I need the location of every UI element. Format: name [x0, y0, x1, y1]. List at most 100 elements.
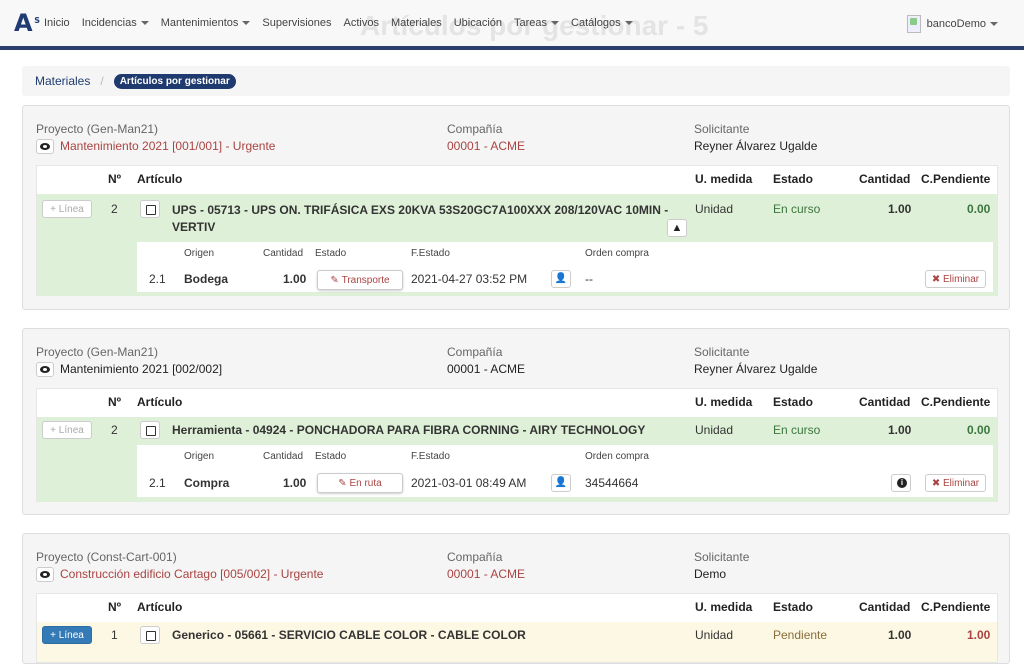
nav-label: Activos — [343, 17, 379, 29]
close-icon: ✖ — [931, 477, 944, 489]
article-line-2: VERTIV — [172, 220, 216, 234]
sub-state-date: 2021-04-27 03:52 PM — [411, 272, 528, 286]
nav-mantenimientos[interactable]: Mantenimientos — [161, 17, 251, 29]
edit-icon[interactable] — [140, 200, 160, 218]
page-title: Artículos por gestionar - 5 — [360, 10, 709, 41]
pending: 0.00 — [967, 423, 991, 437]
breadcrumb: Materiales / Artículos por gestionar — [22, 66, 1010, 96]
edit-small-icon: ✎ — [330, 274, 342, 286]
user-icon[interactable]: 👤 — [551, 474, 571, 492]
view-eye-icon[interactable] — [36, 361, 54, 377]
row-number: 1 — [111, 628, 118, 642]
col-header-um: U. medida — [695, 172, 753, 186]
col-header-no: Nº — [108, 395, 122, 409]
nav-label: Materiales — [390, 17, 442, 29]
user-icon[interactable]: 👤 — [551, 270, 571, 288]
project-label: Proyecto (Const-Cart-001) — [36, 550, 177, 564]
nav-tareas[interactable]: Tareas — [514, 17, 560, 29]
article-line-1: UPS - 05713 - UPS ON. TRIFÁSICA EXS 20KV… — [172, 203, 669, 217]
col-header-estado: Estado — [773, 600, 814, 614]
company-value: 00001 - ACME — [447, 362, 526, 376]
col-header-pendiente: C.Pendiente — [921, 600, 991, 614]
sub-row-number: 2.1 — [149, 476, 166, 490]
state-transporte-button[interactable]: ✎ Transporte — [317, 270, 403, 290]
status: Pendiente — [773, 628, 828, 642]
project-info: Proyecto (Gen-Man21) Mantenimiento 2021 … — [36, 122, 275, 155]
project-info: Proyecto (Const-Cart-001) Construcción e… — [36, 550, 323, 583]
project-panel-3: Proyecto (Const-Cart-001) Construcción e… — [22, 533, 1010, 664]
table-row: + Línea 1 Generico - 05661 - SERVICIO CA… — [37, 622, 997, 662]
requester-info: Solicitante Reyner Álvarez Ugalde — [694, 122, 817, 155]
delete-button[interactable]: ✖ Eliminar — [925, 270, 986, 288]
breadcrumb-link-materiales[interactable]: Materiales — [35, 74, 91, 88]
add-line-button[interactable]: + Línea — [42, 626, 92, 644]
col-header-no: Nº — [108, 172, 122, 186]
sub-header-cantidad: Cantidad — [263, 451, 304, 462]
col-header-cantidad: Cantidad — [859, 172, 911, 186]
edit-small-icon: ✎ — [338, 477, 350, 489]
status: En curso — [773, 423, 821, 437]
info-icon[interactable] — [891, 474, 911, 492]
sub-quantity: 1.00 — [283, 476, 307, 490]
nav-label: Incidencias — [81, 17, 137, 29]
quantity: 1.00 — [888, 202, 912, 216]
company-info: Compañía 00001 - ACME — [447, 345, 525, 378]
col-header-pendiente: C.Pendiente — [921, 395, 991, 409]
nav-activos[interactable]: Activos — [343, 17, 378, 29]
edit-icon[interactable] — [140, 626, 160, 644]
maintenance-link[interactable]: Construcción edificio Cartago [005/002] … — [60, 567, 324, 581]
warning-icon[interactable]: ▲ — [667, 219, 687, 237]
row-number: 2 — [111, 202, 118, 216]
company-value: 00001 - ACME — [447, 567, 526, 581]
company-label: Compañía — [447, 122, 503, 136]
sub-purchase-order: -- — [585, 272, 593, 286]
maintenance-link[interactable]: Mantenimiento 2021 [001/001] - Urgente — [60, 139, 276, 153]
maintenance-link[interactable]: Mantenimiento 2021 [002/002] — [60, 362, 223, 376]
status: En curso — [773, 202, 821, 216]
nav-inicio[interactable]: Inicio — [44, 17, 70, 29]
col-header-um: U. medida — [695, 600, 753, 614]
nav-materiales[interactable]: Materiales — [391, 17, 442, 29]
caret-down-icon — [242, 21, 251, 26]
col-header-cantidad: Cantidad — [859, 600, 911, 614]
user-menu[interactable]: bancoDemo — [906, 15, 998, 33]
nav-catalogos[interactable]: Catálogos — [571, 17, 633, 29]
row-number: 2 — [111, 423, 118, 437]
nav-ubicacion[interactable]: Ubicación — [454, 17, 502, 29]
items-table: Nº Artículo U. medida Estado Cantidad C.… — [36, 388, 998, 502]
company-value: 00001 - ACME — [447, 139, 526, 153]
col-header-articulo: Artículo — [137, 395, 183, 409]
items-table: Nº Artículo U. medida Estado Cantidad C.… — [36, 593, 998, 663]
col-header-estado: Estado — [773, 395, 814, 409]
article-name: Herramienta - 04924 - PONCHADORA PARA FI… — [172, 423, 646, 437]
nav-supervisiones[interactable]: Supervisiones — [262, 17, 331, 29]
project-label: Proyecto (Gen-Man21) — [36, 345, 159, 359]
project-panel-2: Proyecto (Gen-Man21) Mantenimiento 2021 … — [22, 328, 1010, 515]
requester-value: Reyner Álvarez Ugalde — [694, 362, 818, 376]
col-header-um: U. medida — [695, 395, 753, 409]
add-line-button[interactable]: + Línea — [42, 200, 92, 218]
project-info: Proyecto (Gen-Man21) Mantenimiento 2021 … — [36, 345, 222, 378]
add-line-button[interactable]: + Línea — [42, 421, 92, 439]
user-avatar-icon — [906, 15, 921, 33]
requester-label: Solicitante — [694, 550, 750, 564]
col-header-cantidad: Cantidad — [859, 395, 911, 409]
sub-header-orden: Orden compra — [585, 248, 649, 259]
requester-label: Solicitante — [694, 345, 750, 359]
col-header-pendiente: C.Pendiente — [921, 172, 991, 186]
sub-quantity: 1.00 — [283, 272, 307, 286]
delete-button[interactable]: ✖ Eliminar — [925, 474, 986, 492]
nav-label: Catálogos — [571, 17, 621, 29]
sub-header-origen: Origen — [184, 451, 215, 462]
state-en-ruta-button[interactable]: ✎ En ruta — [317, 473, 403, 493]
col-header-estado: Estado — [773, 172, 814, 186]
view-eye-icon[interactable] — [36, 566, 54, 582]
breadcrumb-separator: / — [100, 74, 104, 88]
quantity: 1.00 — [888, 423, 912, 437]
nav-incidencias[interactable]: Incidencias — [82, 17, 149, 29]
edit-icon[interactable] — [140, 421, 160, 439]
sub-header-estado: Estado — [315, 451, 347, 462]
sub-row-number: 2.1 — [149, 272, 166, 286]
view-eye-icon[interactable] — [36, 138, 54, 154]
